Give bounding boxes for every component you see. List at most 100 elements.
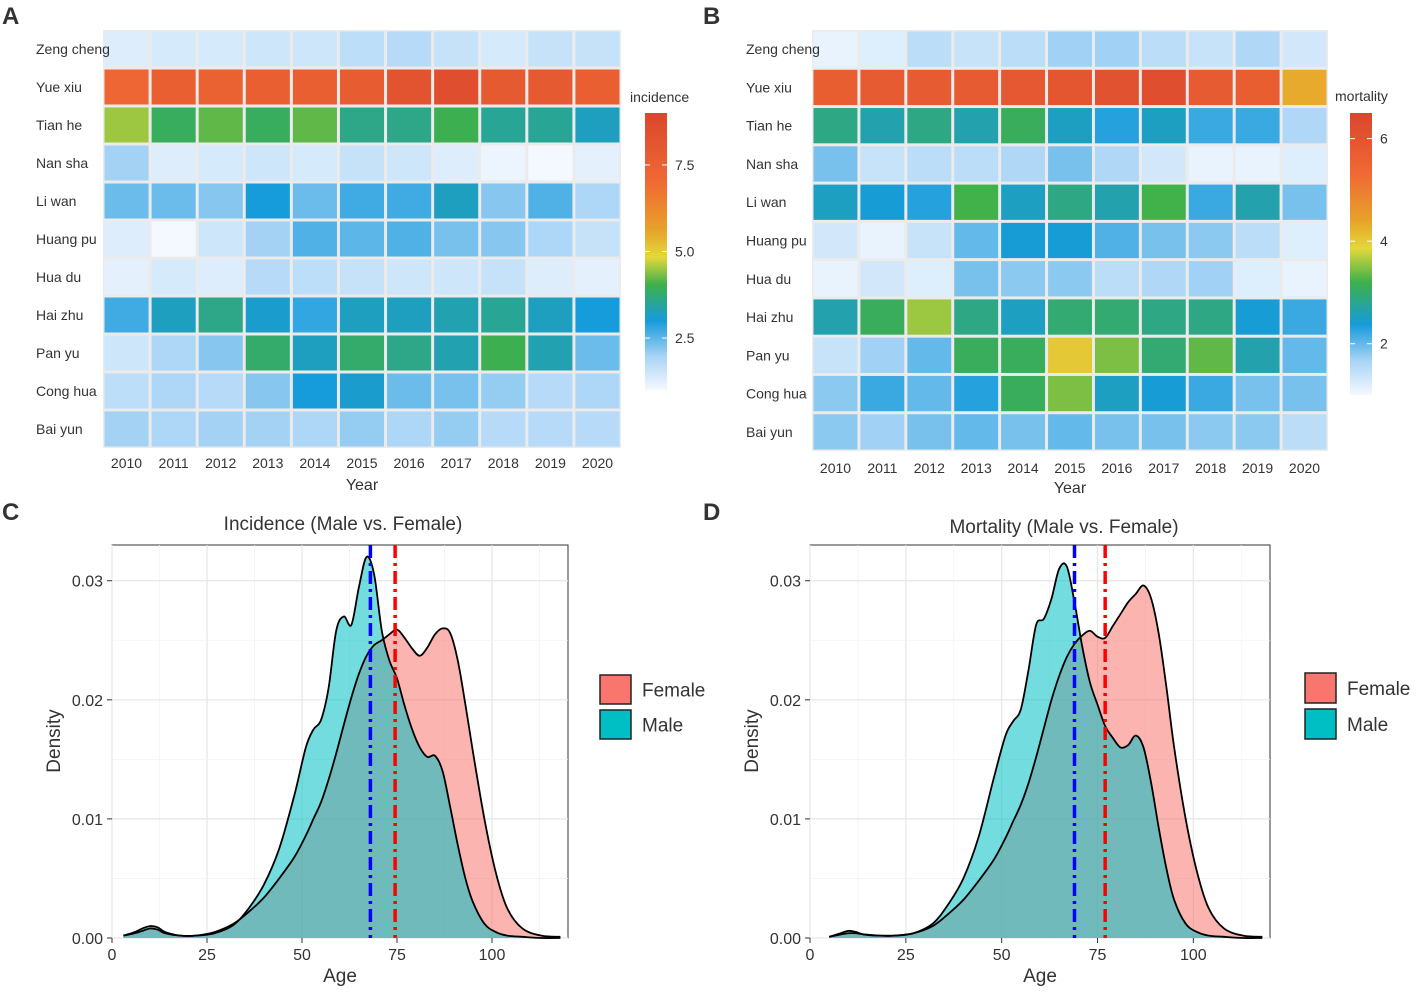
heatmap-cell — [1048, 146, 1092, 182]
heatmap-cell — [1048, 31, 1092, 67]
panel-letter-d: D — [703, 499, 720, 526]
heatmap-cell — [292, 183, 337, 219]
heatmap-cell — [1282, 299, 1327, 335]
column-label: 2017 — [1148, 460, 1179, 476]
heatmap-cell — [104, 221, 149, 257]
heatmap-cell — [1094, 337, 1139, 373]
heatmap-cell — [292, 411, 337, 447]
heatmap-cell — [1141, 184, 1186, 220]
heatmap-cell — [1141, 69, 1186, 106]
heatmap-cell — [860, 69, 905, 106]
heatmap-cell — [387, 259, 432, 295]
heatmap-cell — [1188, 299, 1233, 335]
heatmap-cell — [1094, 375, 1139, 412]
heatmap-cell — [1188, 69, 1233, 106]
heatmap-cell — [1094, 414, 1139, 450]
heatmap-cell — [1141, 337, 1186, 373]
heatmap-cell — [104, 259, 149, 295]
heatmap-cell — [813, 31, 858, 67]
heatmap-cell — [387, 297, 432, 333]
heatmap-cell — [387, 221, 432, 257]
heatmap-cell — [860, 146, 905, 182]
heatmap-incidence: Zeng cheng Yue xiu Tian he Nan sha Li wan Hua… — [36, 30, 695, 494]
heatmap-cell — [151, 31, 196, 67]
heatmap-cell — [1282, 146, 1327, 182]
heatmap-cell — [954, 414, 999, 450]
heatmap-cell — [1048, 375, 1092, 412]
heatmap-cell — [434, 31, 479, 67]
column-label: 2010 — [111, 455, 142, 471]
heatmap-cell — [1094, 69, 1139, 106]
heatmap-cell — [1001, 69, 1046, 106]
density-d-x-title: Age — [1023, 966, 1057, 987]
heatmap-cell — [907, 146, 952, 182]
density-c-y-ticks: 0.00 0.01 0.02 0.03 — [72, 574, 112, 948]
heatmap-cell — [481, 31, 526, 67]
heatmap-cell — [1235, 337, 1280, 373]
row-label: Nan sha — [36, 155, 88, 171]
heatmap-cell — [151, 297, 196, 333]
density-line-male — [123, 555, 561, 939]
x-tick-label: 50 — [293, 947, 311, 964]
legend-swatch-male — [1304, 708, 1337, 740]
heatmap-cell — [1235, 146, 1280, 182]
x-tick-label: 75 — [1089, 947, 1107, 964]
column-label: 2020 — [582, 455, 613, 471]
heatmap-cell — [481, 335, 526, 371]
heatmap-cell — [813, 299, 858, 335]
heatmap-cell — [575, 335, 620, 371]
column-label: 2017 — [441, 455, 472, 471]
density-c-areas — [123, 555, 561, 939]
heatmap-cell — [528, 145, 573, 181]
heatmap-cell — [813, 222, 858, 259]
heatmap-cell — [954, 337, 999, 373]
row-label: Cong hua — [746, 386, 807, 402]
heatmap-cell — [528, 31, 573, 67]
heatmap-cell — [434, 145, 479, 181]
heatmap-cell — [198, 69, 243, 105]
heatmap-cell — [434, 69, 479, 105]
heatmap-cell — [481, 183, 526, 219]
heatmap-b-x-title: Year — [1054, 480, 1087, 497]
heatmap-cell — [528, 259, 573, 295]
density-d-legend: Female Male — [1304, 672, 1410, 740]
row-label: Yue xiu — [746, 79, 792, 95]
heatmap-cell — [1282, 31, 1327, 67]
panel-letter-c: C — [2, 499, 19, 526]
heatmap-cell — [1188, 222, 1233, 259]
heatmap-cell — [245, 259, 290, 295]
heatmap-cell — [1001, 299, 1046, 335]
heatmap-cell — [1235, 299, 1280, 335]
heatmap-cell — [907, 69, 952, 106]
density-c-legend: Female Male — [599, 674, 705, 740]
heatmap-cell — [1235, 184, 1280, 220]
colorbar-tick-label: 6 — [1380, 131, 1388, 147]
heatmap-cell — [1141, 108, 1186, 144]
heatmap-a-x-title: Year — [346, 477, 379, 494]
heatmap-cell — [528, 107, 573, 143]
heatmap-cell — [907, 108, 952, 144]
heatmap-cell — [1282, 375, 1327, 412]
column-label: 2016 — [394, 455, 425, 471]
row-label: Pan yu — [746, 347, 790, 363]
y-tick-label: 0.01 — [770, 812, 801, 829]
heatmap-cell — [1001, 414, 1046, 450]
density-c-x-ticks: 0 25 50 75 100 — [108, 938, 505, 964]
panel-letter-b: B — [703, 3, 720, 30]
heatmap-cell — [434, 107, 479, 143]
heatmap-cell — [1094, 31, 1139, 67]
heatmap-b-row-labels: Zeng cheng Yue xiu Tian he Nan sha Li wan Hua… — [746, 41, 820, 440]
heatmap-cell — [292, 259, 337, 295]
heatmap-cell — [104, 297, 149, 333]
density-d-y-title: Density — [742, 709, 763, 773]
heatmap-cell — [1001, 184, 1046, 220]
heatmap-cell — [1235, 69, 1280, 106]
density-line-male — [828, 562, 1263, 939]
heatmap-cell — [339, 107, 385, 143]
column-label: 2014 — [1008, 460, 1039, 476]
heatmap-cell — [1235, 31, 1280, 67]
heatmap-cell — [292, 297, 337, 333]
heatmap-cell — [292, 145, 337, 181]
density-d-x-ticks: 0 25 50 75 100 — [806, 938, 1207, 964]
heatmap-cell — [1141, 222, 1186, 259]
